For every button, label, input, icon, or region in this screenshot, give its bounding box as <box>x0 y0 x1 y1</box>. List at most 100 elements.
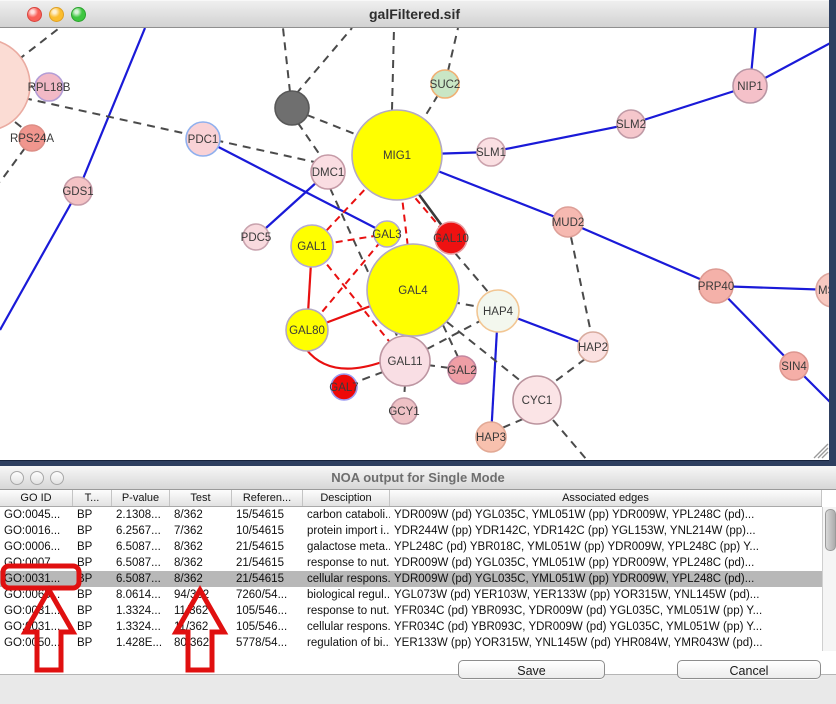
edge <box>490 122 632 154</box>
noa-window-titlebar[interactable]: NOA output for Single Mode <box>0 466 836 490</box>
table-row[interactable]: GO:0007... BP 6.5087... 8/362 21/54615 respon… <box>0 555 822 571</box>
cell-go: GO:0016... <box>4 525 61 537</box>
cell-go: GO:0006... <box>4 541 61 553</box>
node-gal7[interactable] <box>330 373 358 401</box>
node-label-rps24a: RPS24A <box>10 133 54 145</box>
node-gal1[interactable] <box>290 224 334 268</box>
resize-grip-icon[interactable] <box>821 451 829 459</box>
cell-go: GO:0031... <box>4 605 61 617</box>
cell-p: 1.428E... <box>116 637 163 649</box>
cell-ref: 7260/54... <box>236 589 288 601</box>
node-label-hap4: HAP4 <box>483 306 514 318</box>
zoom-button[interactable] <box>71 7 86 22</box>
node-hap4[interactable] <box>476 289 520 333</box>
close-button[interactable] <box>27 7 42 22</box>
node-sin4[interactable] <box>779 351 809 381</box>
node-label-cyc1: CYC1 <box>522 395 553 407</box>
table-row[interactable]: GO:0031... BP 1.3324... 11/362 105/546... res… <box>0 603 822 619</box>
column-header-desc[interactable]: Desciption <box>303 490 390 506</box>
column-header-edges[interactable]: Associated edges <box>390 490 822 506</box>
edge <box>76 28 147 192</box>
table-row[interactable]: GO:0050... BP 1.428E... 80/362 5778/54... reg… <box>0 635 822 651</box>
node-slm1[interactable] <box>476 137 506 167</box>
table-row[interactable]: GO:0045... BP 2.1308... 8/362 15/54615 carbon… <box>0 507 822 523</box>
cell-go: GO:0045... <box>4 509 61 521</box>
column-header-p[interactable]: P-value <box>112 490 170 506</box>
node-gcy1[interactable] <box>390 397 418 425</box>
cell-edges: YDR244W (pp) YDR142C, YDR142C (pp) YGL15… <box>394 525 756 537</box>
cell-test: 11/362 <box>174 605 209 617</box>
cell-ref: 105/546... <box>236 605 288 617</box>
node-prp40[interactable] <box>698 268 734 304</box>
cell-desc: carbon cataboli... <box>307 509 390 521</box>
minimize-button[interactable] <box>49 7 64 22</box>
cell-go: GO:0050... <box>4 637 61 649</box>
edge <box>630 84 751 126</box>
node-mig1[interactable] <box>351 109 443 201</box>
node-nip1[interactable] <box>732 68 768 104</box>
table-row[interactable]: GO:0031... BP 1.3324... 11/362 105/546... cel… <box>0 619 822 635</box>
edge <box>282 28 291 93</box>
edge <box>23 97 329 166</box>
resize-grip-icon[interactable] <box>813 443 829 459</box>
column-header-go[interactable]: GO ID <box>0 490 73 506</box>
network-canvas[interactable]: RPL18B RPS24A GDS1 PDC1 PDC5 DMC1 MIG1 SUC2 SLM1… <box>0 28 829 460</box>
node-pdc5[interactable] <box>242 223 270 251</box>
cancel-button[interactable]: Cancel <box>677 660 821 679</box>
edge <box>391 28 395 111</box>
edge <box>306 233 388 331</box>
node-unlabeled[interactable] <box>274 90 310 126</box>
cell-ref: 21/54615 <box>236 557 284 569</box>
edge <box>446 321 523 383</box>
node-dmc1[interactable] <box>310 154 346 190</box>
node-suc2[interactable] <box>430 69 460 99</box>
cell-edges: YER133W (pp) YOR315W, YNL145W (pd) YHR08… <box>394 637 763 649</box>
resize-grip-icon[interactable] <box>817 447 829 459</box>
cell-ref: 21/54615 <box>236 573 284 585</box>
node-pdc1[interactable] <box>185 121 221 157</box>
node-label-pdc1: PDC1 <box>188 134 219 146</box>
node-rpl18b[interactable] <box>34 72 64 102</box>
column-header-test[interactable]: Test <box>170 490 232 506</box>
edge <box>447 28 459 72</box>
cell-go: GO:0007... <box>4 557 61 569</box>
cell-go: GO:0065... <box>4 589 61 601</box>
column-header-type[interactable]: T... <box>73 490 112 506</box>
node-msl1[interactable] <box>815 272 829 308</box>
node-gal4[interactable] <box>366 243 460 337</box>
node-gal2[interactable] <box>447 355 477 385</box>
node-rps24a[interactable] <box>18 124 46 152</box>
node-hap3[interactable] <box>475 421 507 453</box>
column-header-ref[interactable]: Referen... <box>232 490 303 506</box>
table-row[interactable]: GO:0031... BP 6.5087... 8/362 21/54615 cellul… <box>0 571 822 587</box>
network-window-titlebar[interactable]: galFiltered.sif <box>0 0 829 28</box>
node-gal10[interactable] <box>434 221 468 255</box>
node-label-gds1: GDS1 <box>62 186 93 198</box>
node-gal3[interactable] <box>373 220 401 248</box>
edge <box>355 371 384 383</box>
cell-edges: YGL073W (pd) YER103W, YER133W (pp) YOR31… <box>394 589 760 601</box>
table-row[interactable]: GO:0006... BP 6.5087... 8/362 21/54615 galact… <box>0 539 822 555</box>
node-hap2[interactable] <box>577 331 609 363</box>
table-row[interactable]: GO:0016... BP 6.2567... 7/362 10/54615 protei… <box>0 523 822 539</box>
vertical-scrollbar[interactable] <box>822 507 836 651</box>
edge <box>426 364 451 369</box>
save-button[interactable]: Save <box>458 660 605 679</box>
node-label-msl1: MSL1 <box>818 285 829 297</box>
node-cyc1[interactable] <box>512 375 562 425</box>
node-gal80[interactable] <box>285 308 329 352</box>
node-label-slm2: SLM2 <box>616 119 646 131</box>
node-gds1[interactable] <box>63 176 93 206</box>
cell-type: BP <box>77 525 93 537</box>
node-mud2[interactable] <box>552 206 584 238</box>
minimize-button[interactable] <box>30 471 44 485</box>
cell-type: BP <box>77 557 93 569</box>
node-unlabeled[interactable] <box>0 39 31 131</box>
close-button[interactable] <box>10 471 24 485</box>
scrollbar-thumb[interactable] <box>825 509 836 551</box>
node-slm2[interactable] <box>616 109 646 139</box>
cell-p: 6.5087... <box>116 573 161 585</box>
cell-desc: cellular respons... <box>307 621 390 633</box>
zoom-button[interactable] <box>50 471 64 485</box>
table-row[interactable]: GO:0065... BP 8.0614... 94/362 7260/54... bio… <box>0 587 822 603</box>
